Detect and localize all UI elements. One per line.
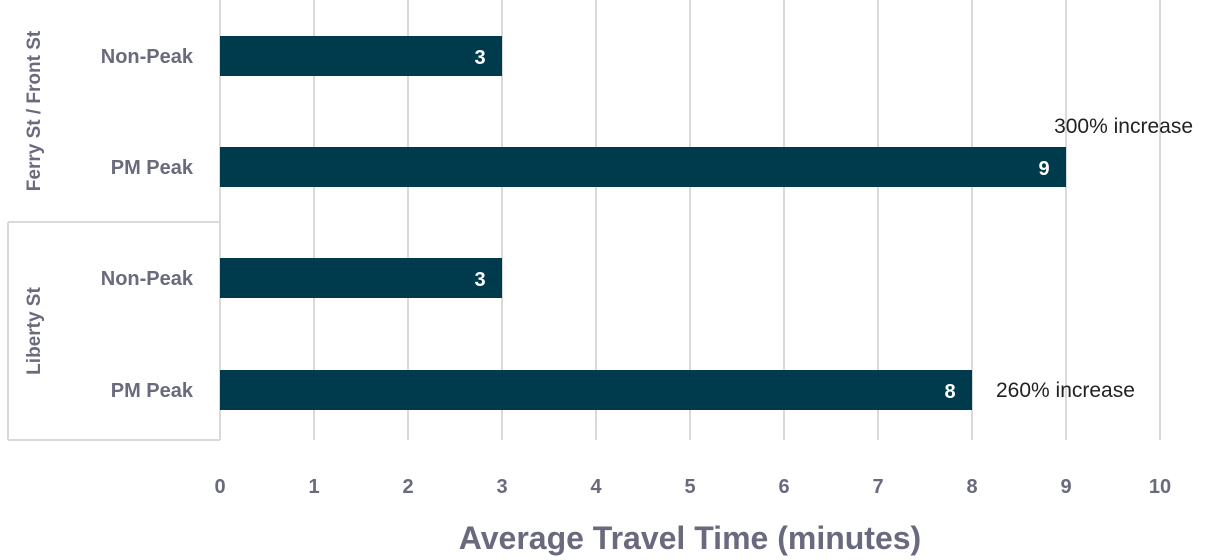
x-tick-label: 9	[1060, 476, 1071, 498]
x-tick-label: 3	[496, 476, 507, 498]
x-tick-label: 5	[684, 476, 695, 498]
group-label: Ferry St / Front St	[24, 30, 45, 191]
bar	[220, 258, 502, 298]
bar-value-label: 8	[944, 381, 955, 403]
x-tick-label: 2	[402, 476, 413, 498]
category-label: Non-Peak	[101, 46, 194, 68]
category-label: PM Peak	[111, 157, 194, 179]
group-label: Liberty St	[24, 287, 45, 375]
category-label: PM Peak	[111, 380, 194, 402]
increase-annotation: 300% increase	[1054, 115, 1193, 138]
bar-value-label: 9	[1038, 158, 1049, 180]
x-tick-label: 0	[214, 476, 225, 498]
x-tick-label: 7	[872, 476, 883, 498]
labels: 0 1 2 3 4 5 6 7 8 9 10 Ferry St / Front St Non-Peak 3…	[24, 30, 1193, 498]
x-tick-label: 4	[590, 476, 602, 498]
x-axis-title: Average Travel Time (minutes)	[459, 520, 921, 556]
x-tick-label: 1	[308, 476, 319, 498]
bar	[220, 36, 502, 76]
category-label: Non-Peak	[101, 268, 194, 290]
x-tick-label: 8	[966, 476, 977, 498]
x-tick-label: 6	[778, 476, 789, 498]
x-tick-label: 10	[1149, 476, 1171, 498]
bar-value-label: 3	[474, 47, 485, 69]
bar-value-label: 3	[474, 269, 485, 291]
bar	[220, 147, 1066, 187]
bars	[220, 36, 1066, 410]
bar	[220, 370, 972, 410]
increase-annotation: 260% increase	[996, 379, 1135, 402]
